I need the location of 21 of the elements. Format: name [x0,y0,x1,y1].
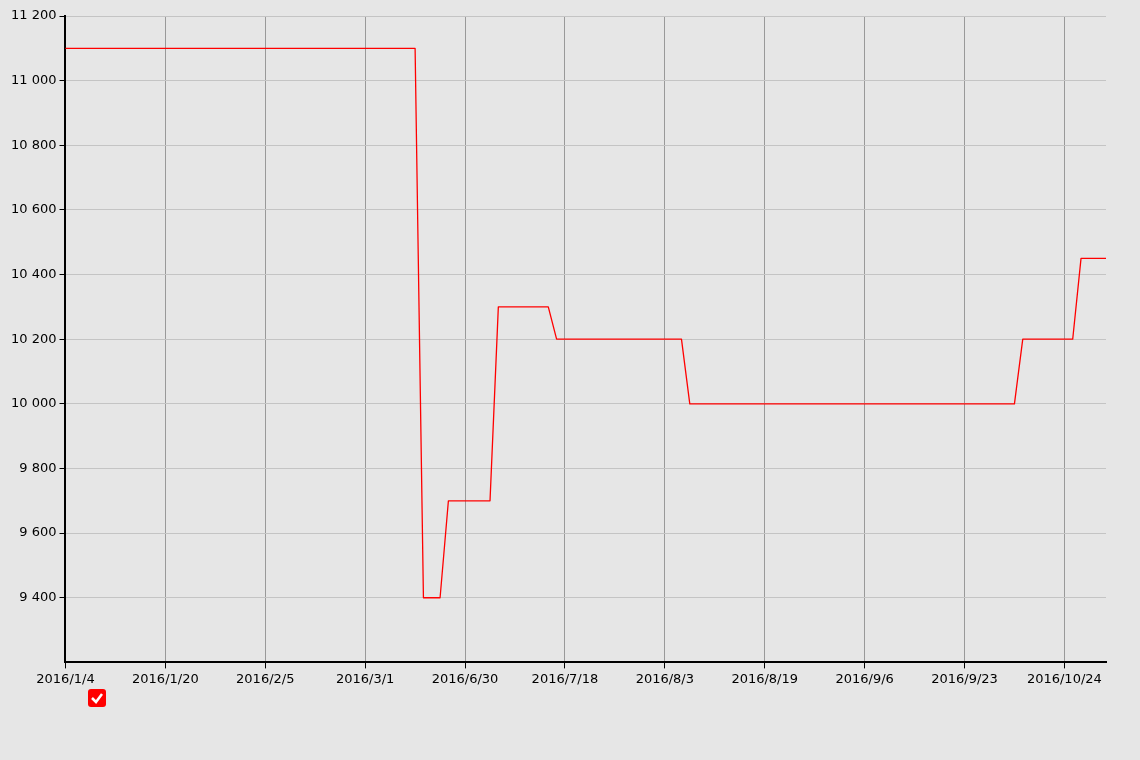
x-tick-label: 2016/3/1 [335,670,395,686]
y-tick-label: 9 800 [19,459,57,475]
x-tick-label: 2016/7/18 [531,670,599,686]
y-tick-label: 10 000 [10,395,57,411]
x-tick-label: 2016/2/5 [236,670,295,686]
y-tick-label: 11 000 [10,72,57,88]
x-tick-label: 2016/1/20 [132,670,199,686]
y-tick-label: 9 600 [19,524,57,540]
y-tick-label: 9 400 [19,589,57,605]
x-tick-label: 2016/9/6 [835,670,894,686]
x-tick-label: 2016/10/24 [1026,670,1102,686]
x-tick-label: 2016/9/23 [931,670,998,686]
y-tick-label: 10 600 [10,201,57,217]
y-tick-label: 10 200 [10,330,57,346]
y-tick-label: 10 800 [10,136,57,152]
y-tick-label: 11 200 [10,7,57,23]
x-tick-label: 2016/6/30 [431,670,499,686]
y-tick-label: 10 400 [10,265,57,281]
x-tick-label: 2016/8/3 [635,670,695,686]
x-tick-label: 2016/1/4 [36,670,95,686]
x-tick-label: 2016/8/19 [731,670,799,686]
